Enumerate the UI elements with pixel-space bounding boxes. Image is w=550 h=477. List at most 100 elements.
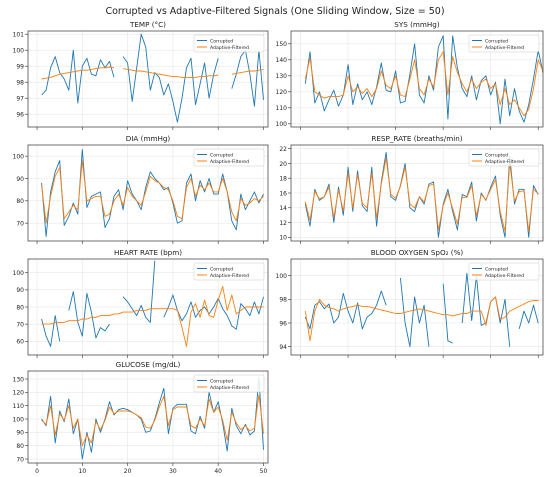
legend-label-filtered: Adaptive-Filtered [485, 273, 524, 279]
legend-label-corrupted: Corrupted [485, 38, 508, 44]
y-tick-label: 96 [279, 320, 287, 327]
y-tick-label: 80 [16, 443, 24, 450]
subplot-title: GLUCOSE (mg/dL) [116, 360, 181, 369]
legend-label-filtered: Adaptive-Filtered [210, 385, 249, 391]
y-tick-label: 70 [16, 220, 24, 227]
axes-frame [27, 30, 269, 128]
y-tick-label: 140 [276, 57, 288, 64]
legend-label-corrupted: Corrupted [210, 152, 233, 158]
legend-label-filtered: Adaptive-Filtered [210, 273, 249, 279]
y-tick-label: 96 [16, 112, 24, 119]
series-line-filtered [41, 160, 264, 224]
y-tick-label: 98 [16, 80, 24, 87]
x-tick-label: 0 [35, 468, 39, 475]
y-tick-label: 101 [13, 32, 25, 39]
x-tick-label: 10 [79, 468, 87, 475]
y-tick-label: 98 [279, 297, 287, 304]
x-tick-label: 50 [260, 468, 268, 475]
y-tick-label: 100 [13, 270, 25, 277]
subplot-title: BLOOD OXYGEN SpO₂ (%) [371, 248, 464, 257]
y-tick-label: 90 [16, 287, 24, 294]
y-tick-label: 12 [279, 220, 287, 227]
subplot-title: SYS (mmHg) [394, 20, 440, 29]
series-line-filtered [304, 157, 539, 232]
subplot-7: 70 80 90 100 110 120 130 0 10 20 30 40 50 GLUCOSE (mg… [13, 360, 269, 475]
legend-label-filtered: Adaptive-Filtered [210, 45, 249, 51]
y-tick-label: 120 [276, 89, 288, 96]
legend-box [193, 374, 265, 393]
subplot-2: 100 110 120 130 140 150 SYS (mmHg) CorruptedAda… [276, 20, 544, 130]
subplot-title: DIA (mmHg) [126, 134, 171, 143]
y-tick-label: 60 [16, 339, 24, 346]
x-tick-label: 20 [124, 468, 132, 475]
axes-frame [290, 30, 544, 128]
legend-label-corrupted: Corrupted [210, 378, 233, 384]
y-tick-label: 100 [13, 416, 25, 423]
legend-label-corrupted: Corrupted [485, 152, 508, 158]
series-line-filtered [41, 394, 264, 447]
legend-box [468, 34, 540, 53]
y-tick-label: 70 [16, 456, 24, 463]
axes-frame [290, 258, 544, 356]
y-tick-label: 16 [279, 190, 287, 197]
legend-label-filtered: Adaptive-Filtered [485, 159, 524, 165]
y-tick-label: 110 [276, 105, 288, 112]
subplot-4: 10 12 14 16 18 20 22 RESP_RATE (breaths/min) Cor… [279, 134, 544, 244]
y-tick-label: 80 [16, 198, 24, 205]
subplot-3: 70 80 90 100 DIA (mmHg) CorruptedAdaptive-Fil… [13, 134, 269, 244]
series-line-corrupted [41, 33, 264, 123]
y-tick-label: 100 [13, 153, 25, 160]
y-tick-label: 80 [16, 304, 24, 311]
y-tick-label: 22 [279, 146, 287, 153]
legend-box [468, 148, 540, 167]
legend-label-corrupted: Corrupted [485, 266, 508, 272]
y-tick-label: 100 [13, 48, 25, 55]
figure-title: Corrupted vs Adaptive-Filtered Signals (… [105, 6, 445, 17]
y-tick-label: 97 [16, 96, 24, 103]
y-tick-label: 130 [13, 376, 25, 383]
legend-label-corrupted: Corrupted [210, 38, 233, 44]
axes-frame [27, 370, 269, 464]
legend-box [468, 262, 540, 281]
axes-frame [27, 144, 269, 242]
series-line-filtered [41, 66, 264, 80]
subplot-title: RESP_RATE (breaths/min) [371, 134, 462, 143]
y-tick-label: 94 [279, 344, 287, 351]
y-tick-label: 100 [276, 273, 288, 280]
y-tick-label: 14 [279, 205, 287, 212]
y-tick-label: 18 [279, 176, 287, 183]
legend-box [193, 34, 265, 53]
y-tick-label: 90 [16, 176, 24, 183]
series-line-corrupted [304, 272, 539, 348]
y-tick-label: 10 [279, 235, 287, 242]
y-tick-label: 130 [276, 73, 288, 80]
legend-box [193, 262, 265, 281]
legend-label-filtered: Adaptive-Filtered [210, 159, 249, 165]
legend-label-filtered: Adaptive-Filtered [485, 45, 524, 51]
x-tick-label: 30 [169, 468, 177, 475]
series-line-corrupted [41, 260, 264, 347]
series-line-filtered [41, 285, 264, 347]
legend-label-corrupted: Corrupted [210, 266, 233, 272]
subplot-title: HEART RATE (bpm) [114, 248, 182, 257]
subplot-1: 96 97 98 99 100 101 TEMP (°C) CorruptedAdaptive… [13, 20, 269, 130]
subplot-6: 94 96 98 100 BLOOD OXYGEN SpO₂ (%) CorruptedA… [276, 248, 544, 358]
y-tick-label: 70 [16, 321, 24, 328]
subplot-5: 60 70 80 90 100 HEART RATE (bpm) CorruptedAdap… [13, 248, 269, 358]
y-tick-label: 110 [13, 403, 25, 410]
x-tick-label: 40 [214, 468, 222, 475]
y-tick-label: 20 [279, 161, 287, 168]
series-line-filtered [304, 296, 539, 342]
subplot-title: TEMP (°C) [129, 20, 166, 29]
legend-box [193, 148, 265, 167]
y-tick-label: 100 [276, 121, 288, 128]
y-tick-label: 90 [16, 430, 24, 437]
